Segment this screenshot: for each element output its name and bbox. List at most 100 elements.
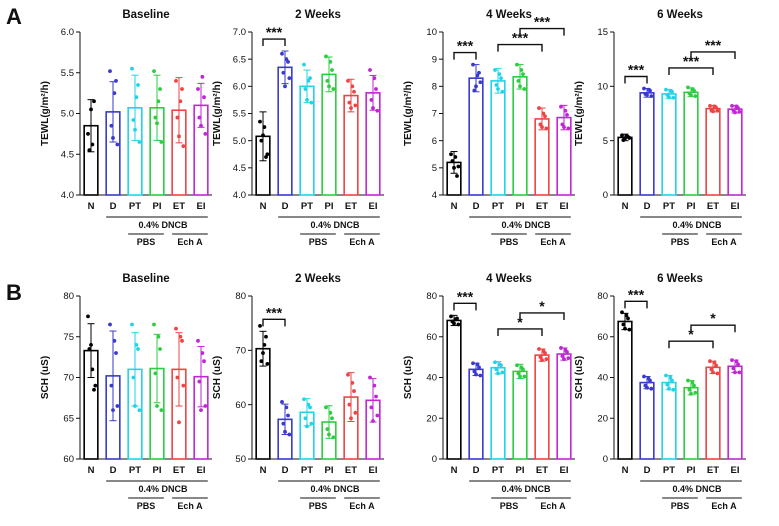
data-point — [265, 362, 270, 366]
chart-6: 2 Weeks 50 60 70 80 SCH (uS) N D PT PI ET EI 0.4% DN… — [212, 273, 384, 511]
significance-label: * — [539, 298, 545, 314]
data-point — [181, 383, 186, 388]
data-point — [136, 347, 140, 351]
data-point — [347, 100, 352, 105]
data-point — [86, 131, 90, 136]
bar-pt — [490, 366, 506, 460]
significance-bracket — [519, 27, 565, 36]
subgroup-label: PBS — [671, 237, 690, 247]
y-tick-label: 80 — [426, 291, 437, 302]
data-point — [93, 383, 98, 388]
chart-5: Baseline 60 65 70 75 80 SCH (uS) N D PT PI ET EI 0.4%… — [40, 273, 212, 511]
y-tick-label: 10 — [426, 27, 437, 38]
data-point — [522, 87, 527, 91]
data-point — [112, 91, 117, 96]
data-point — [368, 68, 372, 72]
chart-4: 6 Weeks 0 5 10 15 TEWL(g/m²/h) N D PT PI ET EI 0.4% … — [574, 9, 746, 247]
data-point — [131, 118, 136, 122]
significance-bracket — [262, 38, 286, 47]
data-point — [560, 122, 565, 127]
x-tick-label: N — [88, 201, 95, 212]
y-tick-label: 60 — [597, 332, 608, 343]
data-point — [133, 404, 137, 408]
data-point — [693, 94, 698, 99]
data-point — [199, 408, 203, 412]
data-point — [493, 68, 497, 72]
data-point — [627, 327, 632, 332]
data-point — [174, 326, 178, 331]
data-point — [156, 99, 161, 104]
data-point — [559, 346, 563, 350]
data-point — [259, 359, 264, 364]
x-tick-label: PI — [153, 465, 162, 476]
y-tick-label: 5.5 — [61, 68, 74, 79]
chart-1: Baseline 4.0 4.5 5.0 5.5 6.0 TEWL(g/m²/h) N D PT P… — [40, 9, 212, 247]
chart-title: 2 Weeks — [295, 273, 341, 285]
significance-bracket — [624, 75, 648, 84]
data-point — [303, 87, 308, 91]
x-tick-label: N — [260, 201, 267, 212]
data-point — [202, 95, 206, 100]
data-point — [449, 152, 453, 157]
data-point — [692, 383, 696, 388]
data-point — [89, 107, 93, 112]
data-point — [109, 383, 114, 388]
data-point — [734, 104, 739, 109]
subgroup-label: PBS — [500, 501, 519, 511]
bar-pi — [512, 76, 528, 196]
x-tick-label: D — [110, 201, 117, 212]
data-point — [689, 391, 693, 396]
data-point — [734, 359, 739, 364]
x-tick-label: PI — [153, 201, 162, 212]
data-point — [115, 404, 120, 408]
data-point — [180, 87, 184, 91]
data-point — [306, 402, 311, 407]
data-point — [134, 343, 139, 347]
subgroup-label: Ech A — [177, 237, 203, 247]
subgroup-label: PBS — [671, 501, 690, 511]
data-point — [471, 62, 475, 67]
chart-title: Baseline — [122, 9, 169, 21]
data-point — [112, 338, 117, 343]
data-point — [711, 370, 715, 375]
data-point — [347, 402, 352, 407]
data-point — [350, 84, 355, 89]
data-point — [472, 88, 477, 93]
y-tick-label: 6.5 — [233, 54, 246, 65]
data-point — [474, 84, 478, 89]
data-point — [494, 367, 499, 372]
significance-label: *** — [457, 38, 474, 54]
x-tick-label: D — [473, 201, 480, 212]
x-tick-label: ET — [173, 465, 185, 476]
data-point — [516, 371, 521, 376]
data-point — [515, 363, 519, 368]
data-point — [284, 405, 289, 410]
data-point — [197, 115, 202, 120]
data-point — [563, 348, 568, 352]
subgroup-label: PBS — [500, 237, 519, 247]
data-point — [197, 379, 202, 384]
data-point — [369, 405, 374, 410]
bar-ei — [556, 353, 572, 460]
data-point — [643, 92, 648, 96]
bar-ei — [727, 108, 743, 196]
data-point — [92, 387, 96, 392]
data-point — [496, 371, 500, 376]
data-point — [262, 343, 267, 347]
y-tick-label: 60 — [235, 400, 246, 411]
data-point — [670, 378, 674, 383]
chart-8: 6 Weeks 0 20 40 60 80 SCH (uS) N D PT PI ET EI 0.4% D… — [574, 273, 746, 511]
y-tick-label: 6.0 — [233, 82, 246, 93]
data-point — [715, 108, 720, 113]
data-point — [646, 376, 651, 381]
significance-bracket — [690, 324, 736, 333]
data-point — [475, 362, 480, 367]
data-point — [642, 86, 646, 91]
data-point — [174, 79, 178, 83]
data-point — [115, 142, 120, 147]
x-tick-label: PI — [687, 465, 696, 476]
significance-label: * — [688, 326, 694, 342]
y-tick-label: 0 — [603, 190, 608, 201]
significance-label: *** — [266, 304, 283, 320]
bar-et — [534, 118, 550, 196]
